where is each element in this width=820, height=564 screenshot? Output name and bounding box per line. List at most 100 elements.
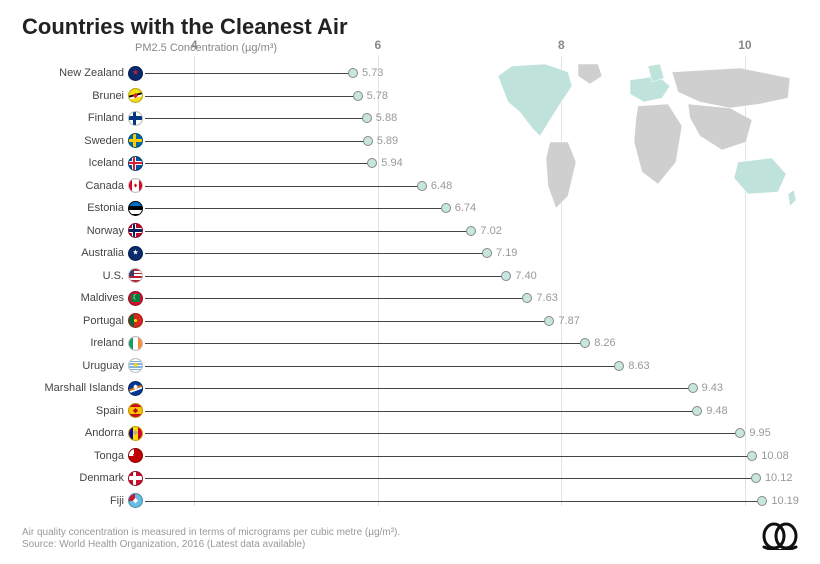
flag-icon [128,111,143,126]
data-row: Australia★7.19 [0,242,820,264]
flag-icon [128,336,143,351]
data-row: Portugal ● 7.87 [0,310,820,332]
lollipop-line [145,456,752,457]
lollipop-line [145,388,693,389]
data-row: Andorra ◆ 9.95 [0,422,820,444]
lollipop-line [145,276,506,277]
flag-icon [128,268,143,283]
lollipop-dot [353,91,363,101]
country-label: Uruguay [82,360,124,372]
data-row: Tonga✚10.08 [0,445,820,467]
value-label: 5.89 [377,135,398,147]
country-label: Marshall Islands [45,382,124,394]
flag-icon: ● [128,313,143,328]
lollipop-line [145,141,368,142]
value-label: 5.88 [376,112,397,124]
value-label: 6.74 [455,202,476,214]
data-row: Marshall Islands✸9.43 [0,377,820,399]
country-label: Spain [96,405,124,417]
country-label: Norway [87,225,124,237]
flag-icon: ✸ [128,358,143,373]
data-row: Ireland8.26 [0,332,820,354]
value-label: 5.94 [381,157,402,169]
lollipop-dot [363,136,373,146]
lollipop-line [145,231,471,232]
value-label: 5.78 [367,90,388,102]
lollipop-line [145,186,422,187]
lollipop-dot [362,113,372,123]
data-row: Denmark 10.12 [0,467,820,489]
country-label: Maldives [81,292,124,304]
lollipop-dot [441,203,451,213]
lollipop-line [145,478,756,479]
data-row: U.S.7.40 [0,265,820,287]
value-label: 8.63 [628,360,649,372]
value-label: 5.73 [362,67,383,79]
flag-icon [128,201,143,216]
country-label: Finland [88,112,124,124]
value-label: 9.95 [749,427,770,439]
lollipop-dot [614,361,624,371]
lollipop-dot [692,406,702,416]
lollipop-line [145,118,367,119]
country-label: Portugal [83,315,124,327]
lollipop-dot [544,316,554,326]
flag-icon: ◆ [128,88,143,103]
lollipop-dot [751,473,761,483]
country-label: Canada [85,180,124,192]
flag-icon [128,471,143,486]
country-label: New Zealand [59,67,124,79]
lollipop-line [145,366,619,367]
brand-logo-icon [760,522,800,550]
lollipop-dot [367,158,377,168]
country-label: Tonga [94,450,124,462]
lollipop-dot [501,271,511,281]
country-label: Sweden [84,135,124,147]
flag-icon: ★ [128,246,143,261]
value-label: 10.12 [765,472,793,484]
data-row: Norway 7.02 [0,220,820,242]
value-label: 7.19 [496,247,517,259]
page-title: Countries with the Cleanest Air [22,14,348,40]
lollipop-dot [735,428,745,438]
lollipop-line [145,433,740,434]
flag-icon: ☾ [128,291,143,306]
country-label: Iceland [89,157,124,169]
country-label: Estonia [87,202,124,214]
country-label: Denmark [79,472,124,484]
world-map [490,58,800,218]
flag-icon: ◆ [128,426,143,441]
country-label: Brunei [92,90,124,102]
lollipop-dot [348,68,358,78]
axis-subtitle: PM2.5 Concentration (µg/m³) [135,42,277,54]
value-label: 7.87 [558,315,579,327]
flag-icon: ✸ [128,381,143,396]
footnote-line-1: Air quality concentration is measured in… [22,527,400,538]
value-label: 7.40 [515,270,536,282]
flag-icon [128,223,143,238]
tick-label: 8 [558,38,565,52]
footnote-line-2: Source: World Health Organization, 2016 … [22,539,305,550]
flag-icon: ★ [128,66,143,81]
lollipop-line [145,298,527,299]
data-row: Fiji◆10.19 [0,490,820,512]
lollipop-dot [522,293,532,303]
tick-label: 10 [738,38,751,52]
value-label: 8.26 [594,337,615,349]
lollipop-line [145,163,372,164]
lollipop-line [145,321,549,322]
lollipop-dot [482,248,492,258]
tick-label: 6 [374,38,381,52]
flag-icon [128,133,143,148]
lollipop-dot [466,226,476,236]
lollipop-line [145,73,353,74]
flag-icon: ♦ [128,178,143,193]
country-label: Andorra [85,427,124,439]
lollipop-dot [747,451,757,461]
tick-label: 4 [191,38,198,52]
value-label: 7.02 [480,225,501,237]
lollipop-dot [757,496,767,506]
flag-icon: ◆ [128,493,143,508]
data-row: Spain◆9.48 [0,400,820,422]
lollipop-line [145,96,358,97]
